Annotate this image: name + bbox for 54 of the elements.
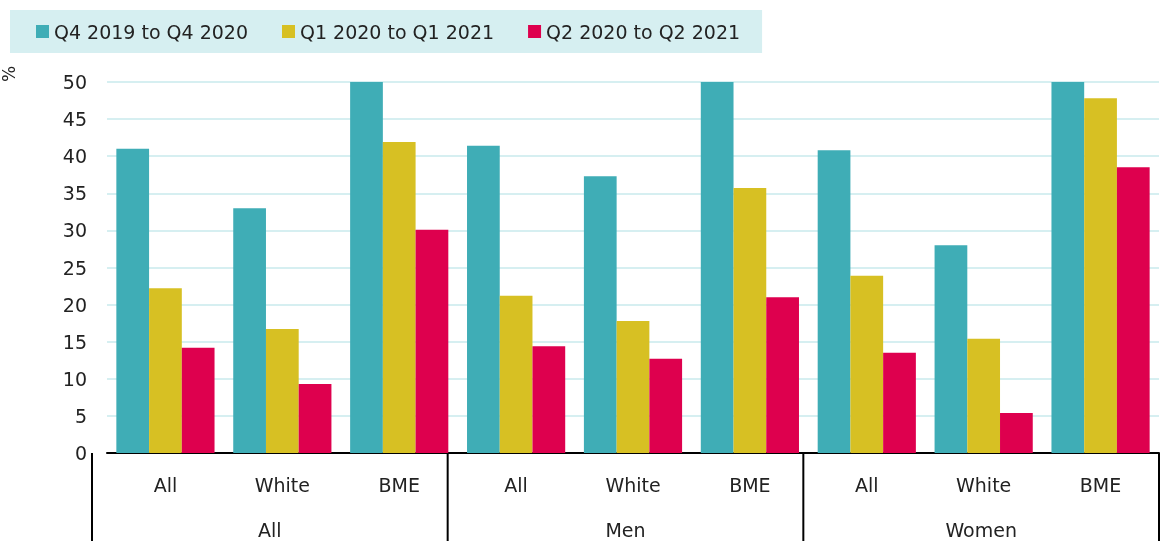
y-tick-label: 0 bbox=[74, 442, 87, 464]
bar bbox=[1000, 412, 1033, 453]
x-tick-label: White bbox=[956, 473, 1012, 496]
y-axis-title: % bbox=[0, 65, 19, 82]
bar bbox=[1084, 98, 1117, 453]
bar bbox=[181, 347, 215, 453]
bar bbox=[1051, 82, 1085, 453]
text: All bbox=[258, 519, 282, 541]
y-tick-label: 35 bbox=[62, 182, 87, 205]
legend-label: Q1 2020 to Q1 2021 bbox=[300, 20, 495, 43]
x-tick-label: All bbox=[153, 473, 178, 496]
y-tick-label: 15 bbox=[62, 330, 87, 353]
bar bbox=[766, 297, 799, 453]
x-tick-label: White bbox=[605, 473, 661, 496]
bar bbox=[415, 229, 449, 453]
bar bbox=[116, 148, 150, 453]
bar bbox=[700, 82, 734, 453]
x-tick-label: BME bbox=[378, 473, 420, 496]
y-tick-label: 50 bbox=[62, 71, 87, 93]
bar bbox=[499, 295, 533, 453]
x-tick-label: BME bbox=[1079, 473, 1122, 496]
bar bbox=[350, 82, 383, 453]
bar bbox=[850, 275, 884, 453]
y-tick-label: 30 bbox=[62, 219, 87, 242]
y-tick-label: 45 bbox=[62, 108, 87, 131]
x-tick-label: All bbox=[504, 473, 528, 496]
x-tick-label: BME bbox=[729, 473, 771, 496]
bar bbox=[149, 288, 182, 453]
bar bbox=[265, 329, 299, 453]
bar bbox=[967, 338, 1001, 453]
bar bbox=[733, 188, 767, 453]
bar bbox=[233, 208, 266, 453]
bar bbox=[382, 142, 416, 453]
bar bbox=[467, 145, 500, 453]
bar bbox=[1116, 167, 1150, 453]
bar bbox=[583, 176, 617, 453]
bar bbox=[883, 352, 916, 453]
x-tick-label: White bbox=[254, 473, 310, 496]
bar bbox=[616, 320, 650, 453]
bar bbox=[298, 383, 332, 453]
legend-label: Q2 2020 to Q2 2021 bbox=[546, 20, 741, 43]
y-tick-label: 10 bbox=[62, 367, 87, 390]
y-tick-label: 20 bbox=[62, 293, 87, 316]
legend-label: Q4 2019 to Q4 2020 bbox=[54, 20, 249, 43]
y-tick-label: 40 bbox=[62, 145, 87, 168]
x-tick-label: All bbox=[855, 473, 879, 496]
bar bbox=[817, 150, 851, 453]
y-tick-label: 25 bbox=[62, 256, 87, 279]
text: Men bbox=[605, 519, 646, 541]
text: Women bbox=[945, 519, 1017, 541]
bar bbox=[532, 346, 566, 453]
bar bbox=[934, 245, 968, 453]
y-tick-label: 5 bbox=[74, 404, 87, 427]
bar bbox=[649, 358, 683, 453]
